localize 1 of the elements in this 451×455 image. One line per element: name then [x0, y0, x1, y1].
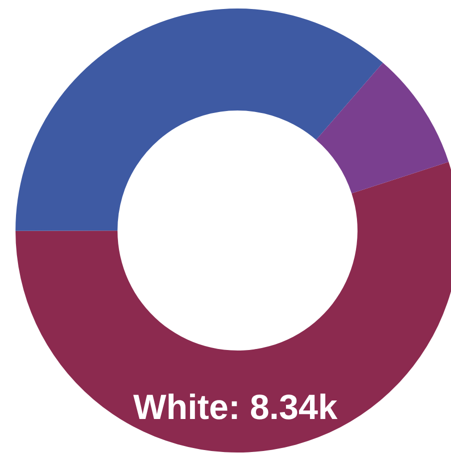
- slice-label: White: 8.34k: [133, 388, 338, 427]
